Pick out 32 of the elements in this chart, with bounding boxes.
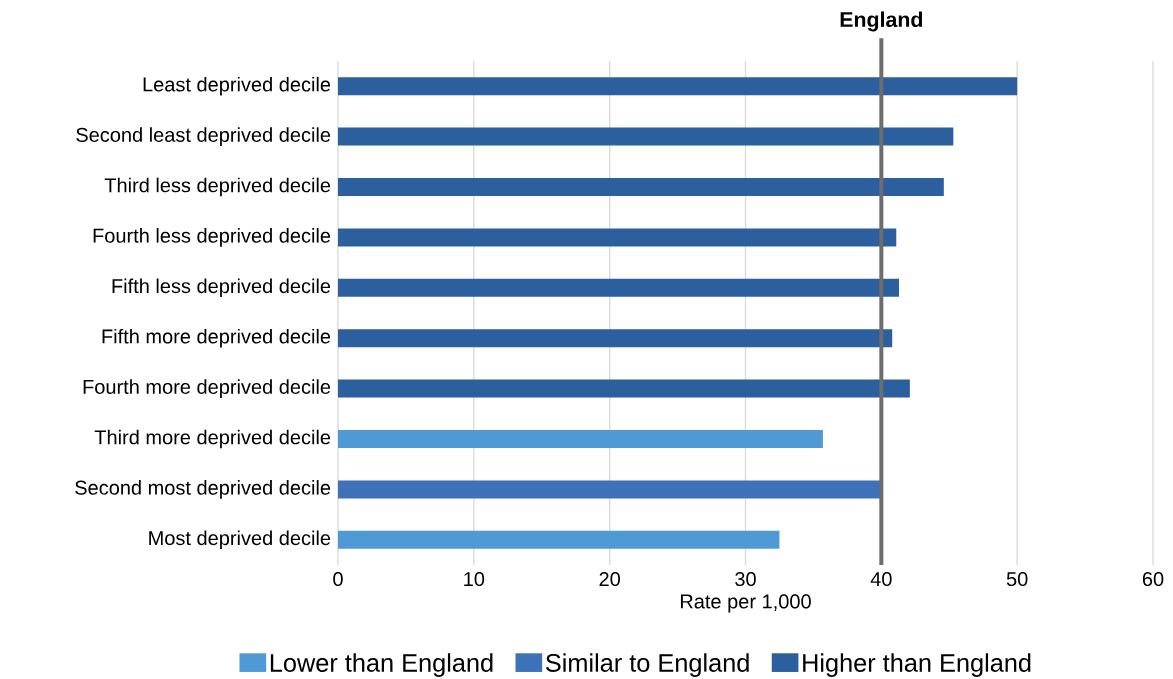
x-tick-label: 10 [464,571,485,587]
bar [338,278,899,297]
x-tick-label: 30 [735,571,756,587]
y-tick-label: Second most deprived decile [75,480,331,499]
y-tick-label: Most deprived decile [149,530,331,550]
bar [338,77,1018,96]
y-tick-label: Fourth more deprived decile [83,379,331,398]
bar [338,127,954,146]
x-tick-label: 60 [1142,571,1164,587]
x-tick-label: 50 [1006,571,1028,587]
x-axis-title: Rate per 1,000 [680,594,811,613]
y-tick-label: Fifth more deprived decile [102,328,331,348]
y-tick-label: Third less deprived decile [104,177,331,197]
legend-label: Similar to England [545,653,749,677]
bar [338,430,823,448]
legend-label: Higher than England [803,653,1031,677]
bar [338,228,897,247]
bar [338,480,882,499]
y-tick-label: Second least deprived decile [76,127,331,146]
y-tick-label: Third more deprived decile [94,429,331,449]
ref-line-label: England [840,11,923,32]
bar [338,530,780,549]
y-tick-label: Fourth less deprived decile [93,228,331,247]
bar [338,379,910,398]
y-tick-label: Least deprived decile [143,76,331,96]
bar [338,329,893,348]
x-tick-label: 0 [333,571,343,587]
x-tick-label: 40 [870,571,892,587]
legend-label: Lower than England [270,653,493,677]
bar [338,178,944,196]
x-tick-label: 20 [599,571,620,587]
y-tick-label: Fifth less deprived decile [112,278,331,298]
